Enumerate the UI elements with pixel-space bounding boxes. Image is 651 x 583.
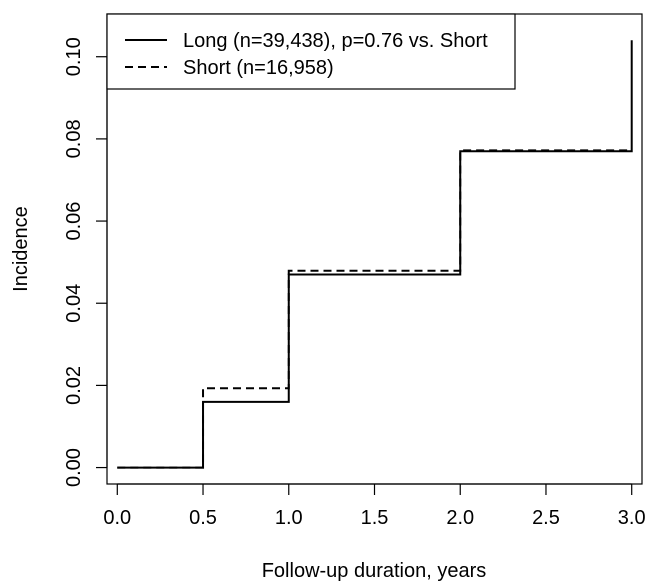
legend-label-short: Short (n=16,958) (183, 57, 334, 79)
legend-label-long: Long (n=39,438), p=0.76 vs. Short (183, 30, 488, 52)
y-tick-label: 0.02 (63, 366, 85, 405)
x-tick-label: 2.5 (532, 507, 560, 529)
y-tick-label: 0.04 (63, 284, 85, 323)
x-tick-label: 2.0 (446, 507, 474, 529)
x-tick-label: 1.5 (361, 507, 389, 529)
series-line-long (117, 40, 633, 469)
x-tick-label: 3.0 (618, 507, 646, 529)
y-axis: 0.00 0.02 0.04 0.06 0.08 0.10 (63, 37, 108, 487)
x-tick-label: 0.5 (189, 507, 217, 529)
y-tick-label: 0.10 (63, 37, 85, 76)
x-axis-label: Follow-up duration, years (262, 560, 487, 582)
y-axis-label: Incidence (10, 206, 32, 292)
y-tick-label: 0.08 (63, 119, 85, 158)
y-tick-label: 0.00 (63, 448, 85, 487)
x-tick-label: 1.0 (275, 507, 303, 529)
series-line-short (117, 149, 632, 469)
y-tick-label: 0.06 (63, 202, 85, 241)
legend-box (106, 13, 516, 90)
series-layer (117, 40, 633, 469)
x-axis: 0.0 0.5 1.0 1.5 2.0 2.5 3.0 (103, 483, 646, 529)
x-tick-label: 0.0 (103, 507, 131, 529)
legend: Long (n=39,438), p=0.76 vs. Short Short … (106, 13, 516, 90)
